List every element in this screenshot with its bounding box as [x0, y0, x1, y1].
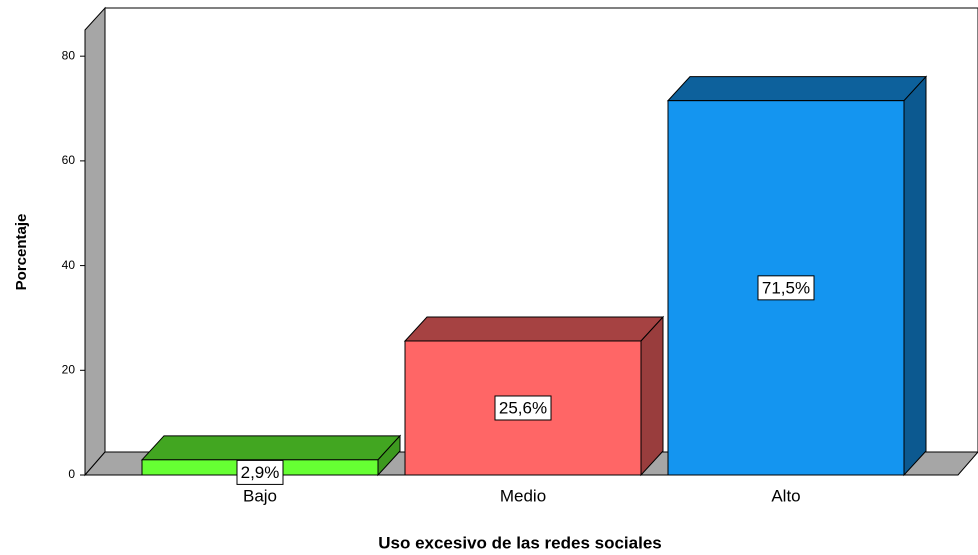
x-tick-label: Bajo [243, 486, 277, 505]
x-tick-label: Alto [771, 486, 800, 505]
x-tick-label: Medio [500, 486, 546, 505]
value-label-box [757, 275, 815, 301]
y-tick-label: 40 [62, 258, 76, 272]
value-label: 71,5% [762, 278, 810, 297]
bar-top [666, 76, 928, 102]
bar-top [403, 316, 665, 342]
bar-side [903, 75, 927, 477]
left-wall [84, 6, 106, 477]
x-axis-title: Uso excesivo de las redes sociales [378, 533, 662, 552]
y-tick-label: 0 [68, 467, 75, 481]
value-label-box [494, 395, 552, 421]
value-label: 2,9% [241, 463, 280, 482]
value-label-box [236, 459, 284, 485]
bar-top [140, 435, 402, 461]
bar-side [640, 315, 664, 477]
y-axis-title: Porcentaje [13, 214, 30, 291]
y-tick-label: 20 [62, 362, 76, 376]
y-tick-label: 60 [62, 153, 76, 167]
value-label: 25,6% [499, 398, 547, 417]
y-tick-label: 80 [62, 48, 76, 62]
